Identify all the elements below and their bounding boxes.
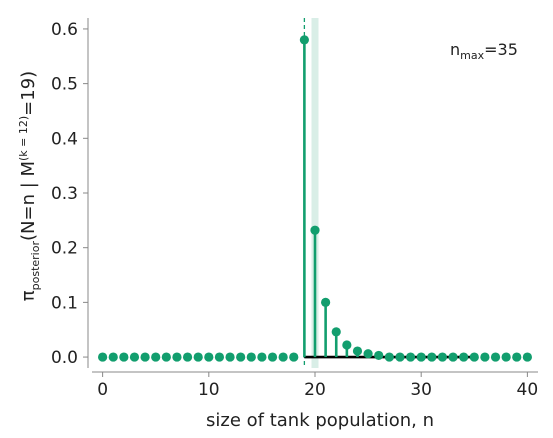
data-point bbox=[257, 352, 267, 362]
y-axis-label: πposterior(N=n | M(k = 12)=19) bbox=[17, 71, 42, 301]
x-tick-label: 30 bbox=[410, 380, 432, 400]
data-point bbox=[193, 352, 203, 362]
data-point bbox=[469, 352, 479, 362]
data-point bbox=[331, 327, 341, 337]
data-point bbox=[289, 352, 299, 362]
y-tick-label: 0.6 bbox=[51, 20, 78, 40]
y-label-pi-sub: posterior bbox=[29, 241, 42, 291]
data-point bbox=[395, 352, 405, 362]
data-point bbox=[490, 352, 501, 362]
y-tick-label: 0.4 bbox=[51, 129, 78, 149]
y-label-mid: (N=n | M bbox=[18, 161, 39, 241]
annotation-sub: max bbox=[460, 49, 484, 62]
data-point bbox=[352, 346, 363, 356]
data-point bbox=[501, 352, 511, 362]
n-max-annotation: nmax=35 bbox=[450, 40, 518, 62]
data-point bbox=[310, 225, 320, 235]
data-point bbox=[246, 352, 256, 362]
data-point bbox=[129, 352, 140, 362]
data-point bbox=[161, 352, 171, 362]
y-label-sup: (k = 12) bbox=[17, 116, 30, 161]
data-point bbox=[480, 352, 490, 362]
y-tick-label: 0.1 bbox=[51, 293, 78, 313]
data-point bbox=[182, 352, 193, 362]
data-point bbox=[363, 349, 373, 359]
data-point bbox=[98, 352, 108, 362]
data-point bbox=[108, 352, 118, 362]
highlight-band-layer bbox=[303, 18, 319, 368]
y-tick-label: 0.0 bbox=[51, 348, 78, 368]
y-tick-label: 0.3 bbox=[51, 184, 78, 204]
data-point bbox=[119, 352, 129, 362]
highlight-band bbox=[311, 18, 319, 368]
x-tick-label: 10 bbox=[198, 380, 220, 400]
data-point bbox=[405, 352, 416, 362]
y-label-pi: π bbox=[18, 290, 39, 301]
data-point bbox=[384, 352, 394, 362]
y-label-end: =19) bbox=[18, 71, 39, 116]
data-point bbox=[459, 352, 469, 362]
data-point bbox=[236, 352, 246, 362]
data-point bbox=[204, 352, 214, 362]
data-point bbox=[172, 352, 182, 362]
x-tick-label: 40 bbox=[517, 380, 539, 400]
data-point bbox=[267, 352, 278, 362]
data-point bbox=[278, 352, 288, 362]
x-tick-label: 20 bbox=[304, 380, 326, 400]
data-point bbox=[342, 340, 352, 350]
data-point bbox=[416, 352, 426, 362]
data-point bbox=[214, 352, 225, 362]
data-point bbox=[374, 350, 384, 361]
data-point bbox=[321, 297, 331, 307]
annotation-main: n bbox=[450, 40, 460, 59]
data-point bbox=[427, 352, 437, 362]
data-point bbox=[522, 352, 532, 362]
data-point bbox=[512, 352, 522, 362]
data-point bbox=[299, 35, 309, 45]
data-point bbox=[225, 352, 235, 362]
y-tick-label: 0.5 bbox=[51, 75, 78, 95]
data-point bbox=[140, 352, 150, 362]
x-axis-label: size of tank population, n bbox=[206, 410, 434, 431]
x-tick-label: 0 bbox=[97, 380, 108, 400]
axes-layer: 0.0 0.1 0.2 0.3 0.4 0.5 0.6 0 10 20 30 40 bbox=[51, 18, 538, 400]
points-layer bbox=[98, 35, 532, 362]
data-point bbox=[448, 352, 458, 362]
data-point bbox=[437, 352, 448, 362]
data-point bbox=[151, 352, 161, 362]
annotation-rest: =35 bbox=[484, 40, 518, 59]
y-tick-label: 0.2 bbox=[51, 239, 78, 259]
